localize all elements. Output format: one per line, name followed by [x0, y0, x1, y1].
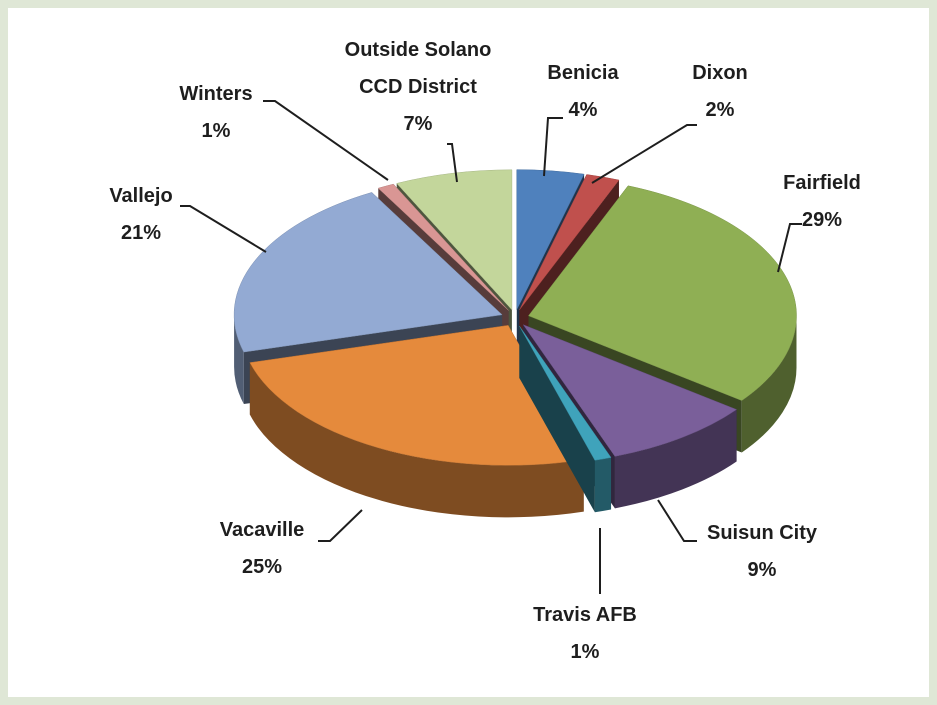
slice-side [234, 314, 244, 405]
value-label: 1% [570, 641, 600, 663]
slice-top [377, 183, 509, 311]
value-label: 9% [747, 559, 777, 581]
slice-side [594, 457, 612, 513]
value-label: 1% [201, 120, 231, 142]
slice-label: Outside Solano CCD District 7% [333, 32, 503, 143]
value-label: 21% [120, 222, 162, 244]
slice-side [741, 315, 797, 453]
slice-cut-face [519, 325, 595, 513]
category-label: Vacaville [219, 519, 305, 541]
leader-line [180, 205, 267, 253]
slice-top [396, 169, 513, 311]
value-label: 29% [801, 209, 843, 231]
value-label: 2% [705, 99, 735, 121]
category-label: Suisun City [706, 522, 818, 544]
slice-side [249, 362, 584, 518]
leader-line [591, 124, 697, 184]
leader-line [318, 509, 363, 542]
slice-side [614, 409, 737, 509]
slice-label: Vallejo 21% [109, 178, 172, 252]
leader-line [777, 223, 802, 273]
slice-label: Benicia 4% [547, 55, 618, 129]
slice-label: Dixon 2% [692, 55, 748, 129]
leader-line [263, 100, 389, 181]
slice-top [528, 185, 797, 401]
slice-top [522, 324, 738, 457]
slice-top [519, 325, 612, 461]
category-label: Winters [179, 83, 253, 105]
slice-label: Fairfield 29% [783, 165, 861, 239]
category-label: Travis AFB [533, 604, 637, 626]
value-label: 25% [241, 556, 283, 578]
category-label: Fairfield [783, 172, 861, 194]
slice-top [233, 192, 503, 353]
slice-label: Suisun City 9% [707, 515, 817, 589]
slice-top [249, 325, 585, 466]
slice [519, 325, 612, 513]
slice-label: Winters 1% [179, 76, 252, 150]
category-label: Benicia [547, 62, 619, 84]
value-label: 4% [568, 99, 598, 121]
leader-line [657, 499, 697, 542]
category-label: Outside Solano CCD District [344, 39, 492, 98]
slice-label: Vacaville 25% [220, 512, 305, 586]
category-label: Vallejo [109, 185, 173, 207]
leader-line [447, 143, 458, 183]
slice-top [516, 169, 585, 310]
category-label: Dixon [692, 62, 748, 84]
slice-label: Travis AFB 1% [533, 597, 637, 671]
value-label: 7% [403, 113, 433, 135]
leader-line [543, 117, 563, 177]
